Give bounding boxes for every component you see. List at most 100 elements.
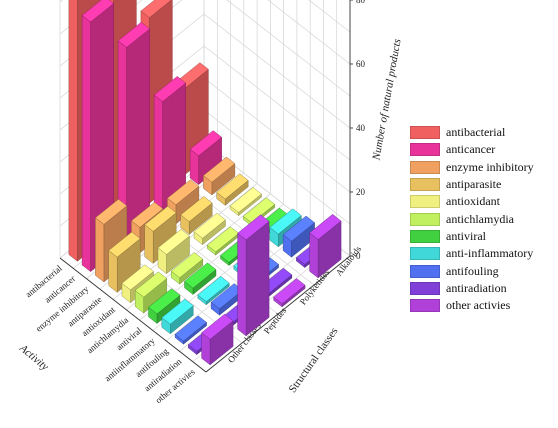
bar-top-face [121,264,154,291]
wall-gridline [203,45,351,161]
legend-item: antiviral [410,228,550,245]
bar [237,214,270,337]
bar [229,187,262,217]
legend-item: antifouling [410,262,550,279]
legend-swatch [410,247,440,261]
legend-item: antioxidant [410,193,550,210]
activity-axis-title: Activity [16,342,50,374]
bar [201,313,234,366]
wall-gridline [203,13,351,129]
wall-gridline [308,0,351,33]
legend-item: enzyme inhibitory [410,159,550,176]
legend-label: enzyme inhibitory [446,159,534,174]
legend-item: antiradiation [410,280,550,297]
bar-top-face [157,229,190,255]
bar-top-face [170,252,204,278]
z-tick-label: 0 [356,251,361,261]
bar-top-face [184,262,217,289]
legend-label: other activies [446,298,511,313]
wall-gridline [267,0,351,65]
bar-top-face [153,76,187,102]
z-tick-label: 80 [356,0,366,5]
bar-top-face [189,130,223,157]
legend-item: other activies [410,297,550,314]
bar-side-face [153,94,163,215]
legend-label: anti-inflammatory [446,246,534,261]
bar-top-face [269,208,302,235]
bar-side-face [68,0,78,262]
bar [174,315,207,345]
bar-side-face [81,14,91,273]
legend-swatch [410,264,440,278]
bar-top-face [229,187,262,213]
bar-side-face [237,232,247,337]
wall-gridline [203,109,351,225]
bar-top-face [201,313,234,340]
legend-label: antiviral [446,228,486,243]
legend-label: antibacterial [446,125,506,140]
bar [210,283,243,316]
z-tick-label: 60 [356,59,366,69]
bar-top-face [81,0,115,23]
bar [180,196,213,235]
z-tick-label: 20 [356,187,366,197]
legend-label: antiradiation [446,280,507,295]
bar-top-face [131,201,164,228]
bars [68,0,342,366]
bar-top-face [309,214,342,240]
legend-label: antichlamydia [446,211,514,226]
bar-top-face [134,271,168,298]
bar [170,252,204,285]
legend-swatch [410,178,440,192]
bar-side-face [95,217,105,283]
z-tick-label: 40 [356,123,366,133]
legend-label: antiparasite [446,177,502,192]
legend-swatch [410,281,440,295]
bar-top-face [237,214,270,241]
bar [206,226,240,256]
bar-top-face [108,231,141,258]
activity-axis-line [59,257,207,373]
bar-top-face [161,298,194,325]
legend-item: anticancer [410,141,550,158]
legend-item: anti-inflammatory [410,245,550,262]
bar [153,76,187,215]
bar [273,278,306,308]
legend-item: antichlamydia [410,210,550,227]
class-axis-title: Structural classes [287,325,341,395]
bar-top-face [148,288,181,315]
wall-gridline [226,0,351,97]
legend-swatch [410,160,440,174]
legend-swatch [410,143,440,157]
legend: antibacterial anticancer enzyme inhibito… [410,124,550,314]
class-axis-line [205,255,351,373]
bar-top-face [95,198,128,225]
bar-top-face [273,278,306,304]
bar-side-face [108,250,118,293]
bar-top-face [174,315,207,342]
bar [282,215,315,258]
bar [309,214,342,279]
bar-top-face [167,179,200,206]
legend-swatch [410,195,440,209]
bar [184,262,217,295]
bar-top-face [203,156,236,183]
bar [148,288,181,324]
legend-label: anticancer [446,142,496,157]
legend-swatch [410,229,440,243]
bar [193,212,226,246]
legend-label: antioxidant [446,194,500,209]
bar [197,276,230,306]
bar-front-face [245,220,270,337]
bar-top-face [282,215,315,242]
bar-top-face [197,276,230,302]
bar-top-face [140,0,172,18]
legend-swatch [410,299,440,313]
bar [157,229,190,275]
bar-top-face [180,196,213,222]
bar-side-face [309,232,319,279]
bar [117,21,151,244]
wall-gridline [203,77,351,193]
